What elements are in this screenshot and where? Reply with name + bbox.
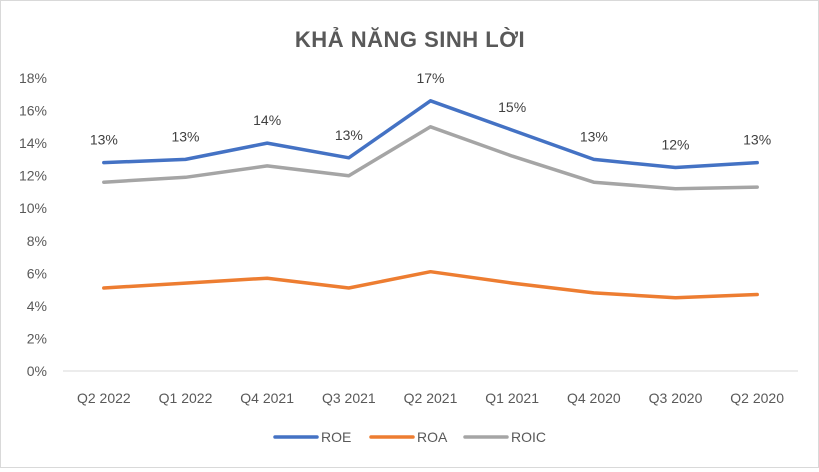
x-axis: Q2 2022 Q1 2022 Q4 2021 Q3 2021 Q2 2021 Q1 20… [63, 370, 798, 406]
y-tick-label: 8% [27, 233, 47, 249]
y-tick-label: 12% [19, 168, 47, 184]
x-tick-label: Q3 2021 [322, 390, 376, 406]
x-tick-label: Q4 2021 [240, 390, 294, 406]
series-lines [102, 99, 759, 300]
data-label: 14% [253, 112, 281, 128]
chart-title: KHẢ NĂNG SINH LỜI [295, 27, 525, 52]
y-tick-label: 4% [27, 298, 47, 314]
data-label: 15% [498, 99, 526, 115]
data-label: 13% [335, 127, 363, 143]
data-label: 13% [580, 128, 608, 144]
data-labels: 13% 13% 14% 13% 17% 15% 13% 12% 13% [90, 70, 771, 153]
legend-label-roa: ROA [417, 429, 448, 445]
series-line-roic [102, 125, 759, 191]
legend: ROE ROA ROIC [273, 429, 546, 445]
x-tick-label: Q3 2020 [649, 390, 703, 406]
x-tick-label: Q1 2022 [159, 390, 213, 406]
y-tick-label: 18% [19, 70, 47, 86]
x-tick-label: Q4 2020 [567, 390, 621, 406]
x-tick-label: Q2 2021 [404, 390, 458, 406]
x-tick-label: Q1 2021 [485, 390, 539, 406]
y-tick-label: 14% [19, 135, 47, 151]
data-label: 12% [661, 137, 689, 153]
y-tick-label: 2% [27, 330, 47, 346]
data-label: 13% [171, 128, 199, 144]
y-tick-label: 6% [27, 265, 47, 281]
x-tick-label: Q2 2022 [77, 390, 131, 406]
series-line-roe [102, 99, 759, 170]
legend-label-roe: ROE [321, 429, 351, 445]
x-tick-label: Q2 2020 [730, 390, 784, 406]
data-label: 13% [90, 132, 118, 148]
y-tick-label: 10% [19, 200, 47, 216]
y-tick-label: 0% [27, 363, 47, 379]
y-axis-ticks: 0% 2% 4% 6% 8% 10% 12% 14% 16% 18% [19, 70, 47, 379]
series-line-roa [102, 269, 759, 300]
y-tick-label: 16% [19, 103, 47, 119]
legend-label-roic: ROIC [511, 429, 546, 445]
data-label: 13% [743, 132, 771, 148]
data-label: 17% [416, 70, 444, 86]
